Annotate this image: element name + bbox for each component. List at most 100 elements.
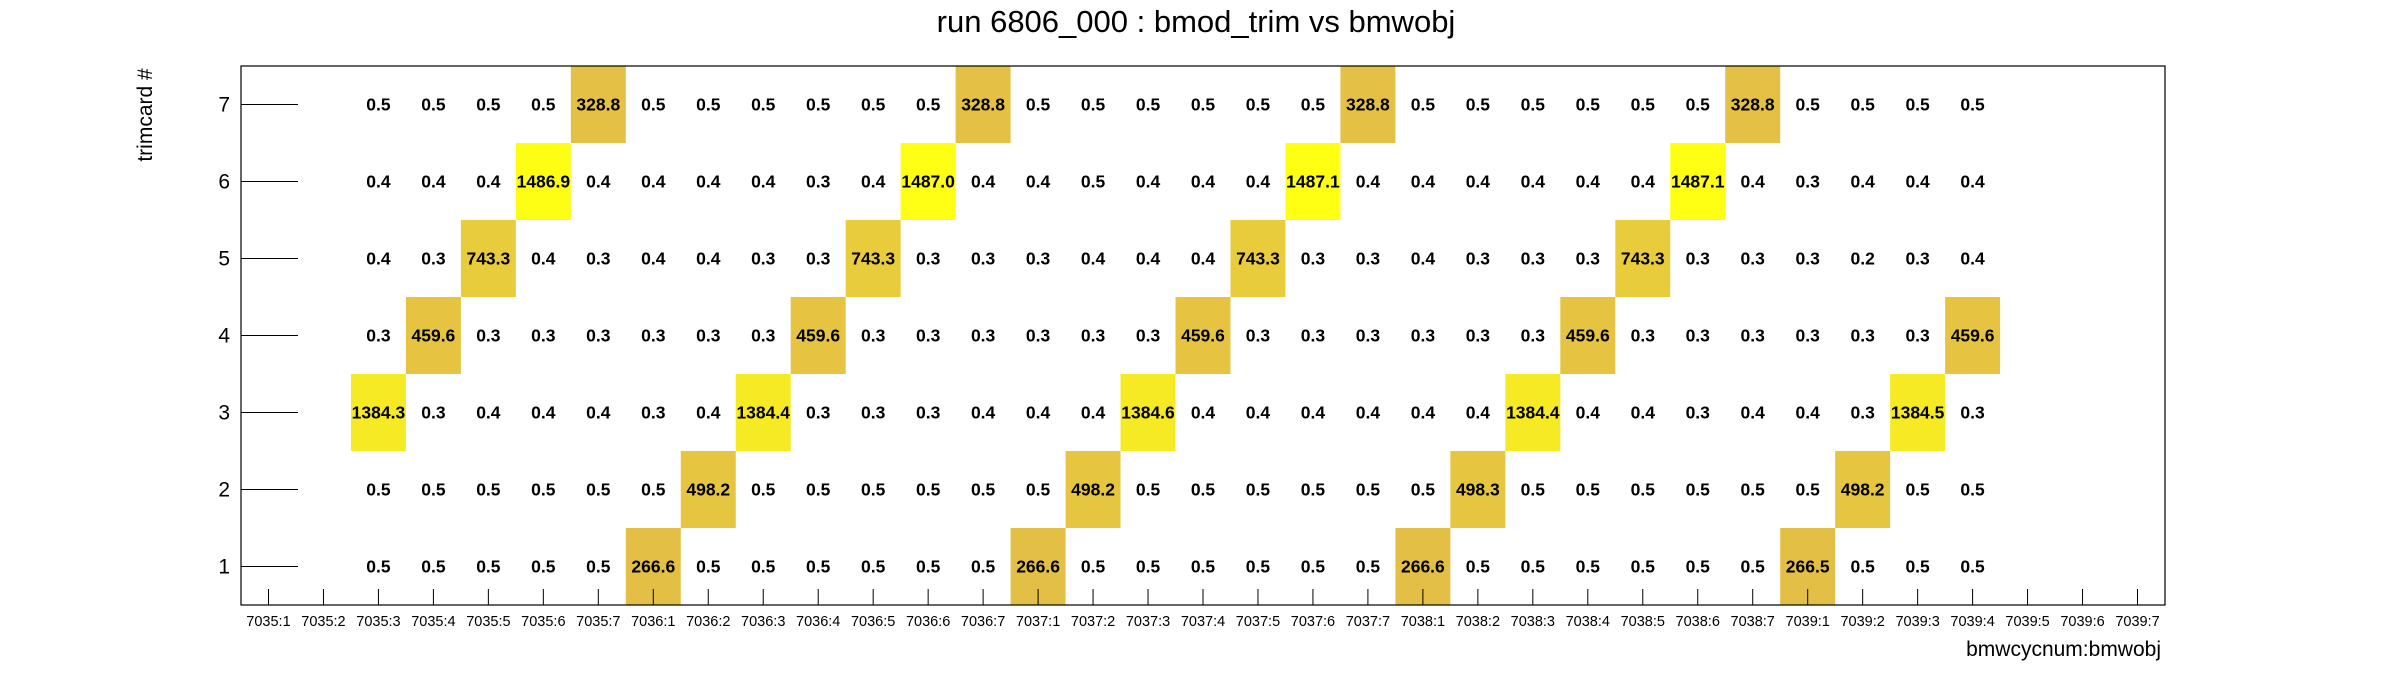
cell-value-label: 0.3 <box>641 326 666 346</box>
cell-value-label: 0.3 <box>1741 249 1766 269</box>
heatmap-cell <box>1890 374 1946 451</box>
cell-value-label: 0.5 <box>1356 557 1381 577</box>
cell-value-label: 0.3 <box>366 326 391 346</box>
cell-value-label: 0.3 <box>861 326 886 346</box>
cell-value-label: 0.3 <box>586 326 611 346</box>
cell-value-label: 0.5 <box>586 557 611 577</box>
cell-value-label: 0.5 <box>366 480 391 500</box>
cell-value-label: 266.5 <box>1786 557 1830 577</box>
cell-value-label: 0.5 <box>1960 95 1985 115</box>
cell-value-label: 1487.1 <box>1671 172 1725 192</box>
heatmap-cell <box>515 143 571 220</box>
cell-value-label: 0.4 <box>1191 403 1216 423</box>
cell-value-label: 0.5 <box>421 95 446 115</box>
x-tick-label: 7038:7 <box>1731 614 1775 630</box>
cell-value-label: 0.4 <box>641 172 666 192</box>
cell-value-label: 0.4 <box>1081 403 1106 423</box>
cell-value-label: 0.5 <box>1631 557 1656 577</box>
x-tick-label: 7037:1 <box>1016 614 1060 630</box>
cell-value-label: 0.3 <box>1026 326 1051 346</box>
cell-value-label: 459.6 <box>412 326 456 346</box>
x-tick-label: 7039:7 <box>2115 614 2159 630</box>
cell-value-label: 0.4 <box>1960 249 1985 269</box>
cell-value-label: 0.4 <box>1026 172 1051 192</box>
cell-value-label: 0.5 <box>1081 557 1106 577</box>
cell-value-label: 0.3 <box>806 403 831 423</box>
cell-value-label: 743.3 <box>1621 249 1665 269</box>
cell-value-label: 0.3 <box>1081 326 1106 346</box>
cell-value-label: 0.4 <box>1631 403 1656 423</box>
cell-value-label: 0.3 <box>971 326 996 346</box>
cell-value-label: 0.4 <box>586 172 611 192</box>
cell-value-label: 0.3 <box>696 326 721 346</box>
cell-value-label: 743.3 <box>466 249 510 269</box>
cell-value-label: 0.5 <box>641 95 666 115</box>
cell-value-label: 0.4 <box>1411 172 1436 192</box>
cell-value-label: 1487.0 <box>901 172 955 192</box>
cell-value-label: 0.4 <box>1796 403 1821 423</box>
cell-value-label: 266.6 <box>631 557 675 577</box>
cell-value-label: 0.3 <box>1246 326 1271 346</box>
cell-value-label: 0.4 <box>421 172 446 192</box>
axis-ticks: 1 2 3 4 5 6 7 7035:1 7035:2 7035:3 7035:4 7035:5 703… <box>218 94 2159 631</box>
cell-value-label: 0.5 <box>1301 95 1326 115</box>
cell-value-label: 0.5 <box>1191 557 1216 577</box>
cell-value-label: 0.5 <box>366 557 391 577</box>
cell-value-label: 0.5 <box>1136 95 1161 115</box>
heatmap-cell <box>1230 220 1286 297</box>
heatmap-cell <box>1560 297 1616 374</box>
cell-value-label: 0.5 <box>1796 95 1821 115</box>
x-tick-label: 7038:4 <box>1566 614 1610 630</box>
cell-value-label: 459.6 <box>1181 326 1225 346</box>
cell-value-label: 0.4 <box>1850 172 1875 192</box>
cell-value-label: 0.4 <box>366 249 391 269</box>
cell-value-label: 0.4 <box>476 403 501 423</box>
cell-value-label: 0.3 <box>1960 403 1985 423</box>
cell-value-label: 0.5 <box>916 480 941 500</box>
x-tick-label: 7036:7 <box>961 614 1005 630</box>
x-tick-label: 7039:1 <box>1786 614 1830 630</box>
cell-value-label: 0.5 <box>1576 480 1601 500</box>
cell-value-label: 0.4 <box>1246 403 1271 423</box>
cell-value-label: 0.5 <box>1026 480 1051 500</box>
heatmap-cell <box>1505 374 1561 451</box>
cell-value-label: 0.5 <box>916 557 941 577</box>
cell-value-label: 0.3 <box>916 249 941 269</box>
x-tick-label: 7036:2 <box>686 614 730 630</box>
cell-value-label: 328.8 <box>1346 95 1390 115</box>
x-tick-label: 7038:3 <box>1511 614 1555 630</box>
cell-value-label: 0.5 <box>1081 95 1106 115</box>
cell-value-label: 498.3 <box>1456 480 1500 500</box>
cell-value-label: 0.5 <box>531 557 556 577</box>
cell-value-label: 0.4 <box>1905 172 1930 192</box>
x-tick-label: 7036:5 <box>851 614 895 630</box>
cell-value-label: 0.5 <box>366 95 391 115</box>
x-tick-label: 7036:4 <box>796 614 840 630</box>
cell-value-label: 0.4 <box>1741 403 1766 423</box>
cell-value-label: 0.4 <box>751 172 776 192</box>
cell-value-label: 0.5 <box>586 480 611 500</box>
cell-value-label: 0.5 <box>1246 95 1271 115</box>
cell-value-label: 0.3 <box>1796 172 1821 192</box>
cell-value-label: 0.3 <box>806 172 831 192</box>
cell-value-label: 0.3 <box>1301 249 1326 269</box>
cell-value-label: 0.3 <box>531 326 556 346</box>
cell-value-label: 0.5 <box>1301 480 1326 500</box>
cell-value-label: 266.6 <box>1016 557 1060 577</box>
cell-value-label: 1487.1 <box>1286 172 1340 192</box>
cell-value-label: 0.5 <box>476 557 501 577</box>
x-tick-label: 7039:5 <box>2005 614 2049 630</box>
cell-value-label: 0.3 <box>806 249 831 269</box>
cell-value-label: 0.5 <box>1081 172 1106 192</box>
heatmap-cell <box>1835 451 1891 528</box>
cell-value-label: 0.3 <box>1905 326 1930 346</box>
heatmap-cell <box>405 297 461 374</box>
cell-value-label: 0.4 <box>1191 249 1216 269</box>
x-tick-label: 7035:4 <box>411 614 455 630</box>
cell-value-label: 0.5 <box>751 557 776 577</box>
cell-value-label: 0.5 <box>476 95 501 115</box>
cell-value-label: 0.5 <box>476 480 501 500</box>
heatmap-cell <box>350 374 406 451</box>
cell-value-label: 0.4 <box>1411 403 1436 423</box>
